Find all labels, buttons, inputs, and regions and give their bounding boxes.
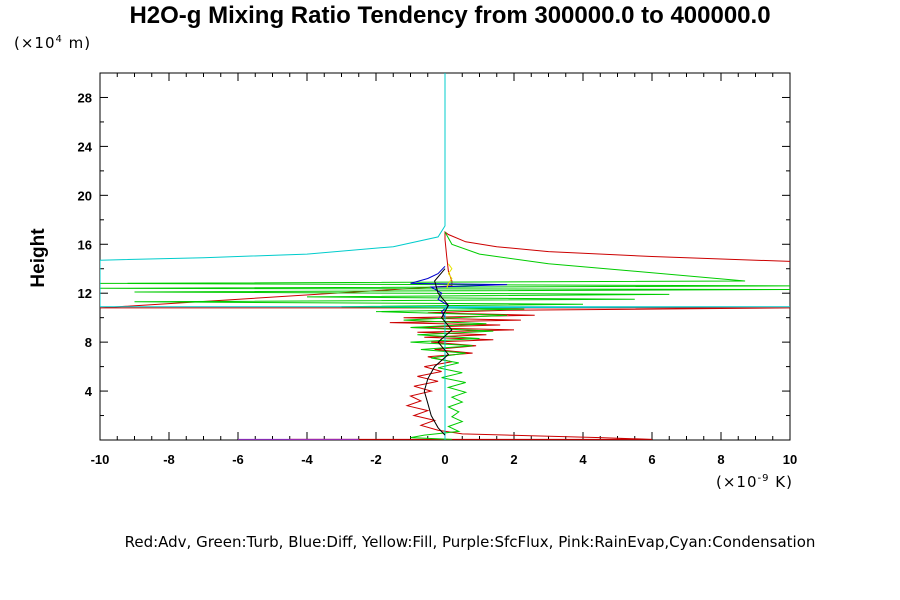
y-tick-label: 28 bbox=[78, 90, 92, 105]
x-unit-prefix: (×10 bbox=[716, 473, 758, 491]
x-tick-label: 10 bbox=[783, 452, 797, 467]
x-tick-label: 0 bbox=[441, 452, 448, 467]
chart-title: H2O-g Mixing Ratio Tendency from 300000.… bbox=[129, 2, 771, 29]
x-tick-label: -8 bbox=[163, 452, 175, 467]
series-line-fill bbox=[446, 263, 453, 289]
x-tick-label: -6 bbox=[232, 452, 244, 467]
y-tick-label: 20 bbox=[78, 188, 92, 203]
series-line-condensation bbox=[100, 73, 790, 440]
series-line-adv bbox=[100, 231, 790, 440]
x-tick-label: -2 bbox=[370, 452, 382, 467]
y-tick-label: 16 bbox=[78, 237, 92, 252]
x-unit-exponent: -9 bbox=[757, 473, 770, 484]
series-line-diff bbox=[410, 265, 508, 437]
x-tick-label: 4 bbox=[579, 452, 587, 467]
y-tick-label: 4 bbox=[85, 384, 93, 399]
x-tick-label: -10 bbox=[91, 452, 110, 467]
y-tick-label: 8 bbox=[85, 335, 92, 350]
x-axis-unit: (×10-9 K) bbox=[716, 473, 793, 491]
series-line-adv-aux bbox=[423, 268, 453, 436]
y-unit-exponent: 4 bbox=[55, 34, 63, 45]
series-layer bbox=[100, 73, 790, 440]
y-unit-prefix: (×10 bbox=[14, 34, 56, 52]
x-tick-label: 6 bbox=[648, 452, 655, 467]
x-unit-suffix: K) bbox=[769, 473, 793, 491]
y-axis-unit: (×104 m) bbox=[14, 34, 91, 52]
y-unit-suffix: m) bbox=[62, 34, 92, 52]
legend-text: Red:Adv, Green:Turb, Blue:Diff, Yellow:F… bbox=[124, 533, 816, 551]
y-tick-label: 12 bbox=[78, 286, 92, 301]
x-tick-label: 2 bbox=[510, 452, 517, 467]
y-tick-label: 24 bbox=[78, 139, 93, 154]
x-tick-label: -4 bbox=[301, 452, 313, 467]
series-line-turb bbox=[100, 231, 790, 440]
x-tick-label: 8 bbox=[717, 452, 724, 467]
